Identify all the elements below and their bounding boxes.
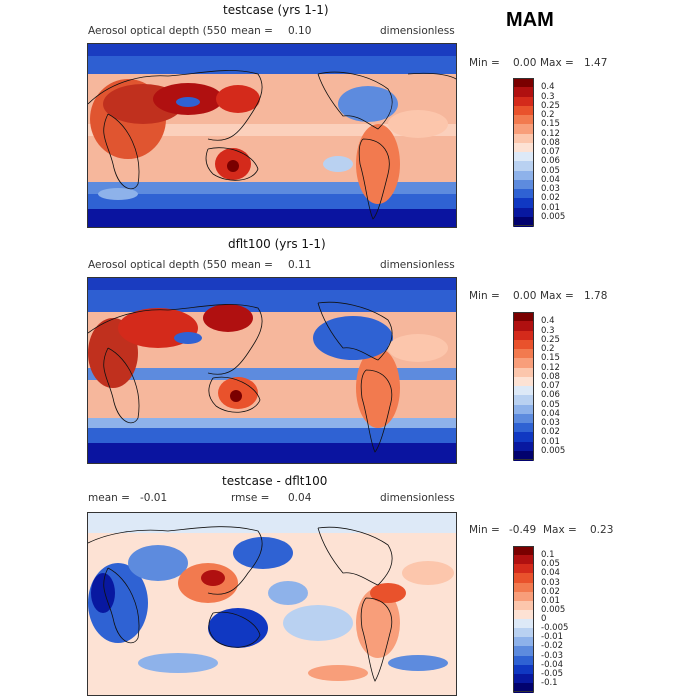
panel3-mean-label: mean = [88, 492, 130, 504]
colorbar-tick-label: -0.05 [541, 668, 563, 679]
panel3-map [87, 512, 457, 696]
panel2-max-label: Max = [540, 290, 574, 302]
panel2-map-field [88, 278, 456, 463]
colorbar-tick-label: 0.25 [541, 334, 560, 345]
colorbar-tick-label: 0.3 [541, 91, 555, 102]
panel3-max-label: Max = [543, 524, 577, 536]
panel1-map [87, 43, 457, 228]
panel1-mean-value: 0.10 [288, 25, 312, 37]
colorbar-tick-label: 0.02 [541, 193, 560, 204]
colorbar-tick-label: 0.25 [541, 100, 560, 111]
colorbar-tick-label: 0.1 [541, 550, 555, 561]
panel1-colorbar: 0.4 0.3 0.25 0.2 0.15 0.12 0.08 0.07 0.06 0.05 0.0… [513, 78, 583, 227]
colorbar-tick-label: 0.05 [541, 165, 560, 176]
colorbar-tick-label: 0.02 [541, 427, 560, 438]
panel2-colorbar: 0.4 0.3 0.25 0.2 0.15 0.12 0.08 0.07 0.06 0.05 0.0… [513, 312, 583, 461]
colorbar-tick-label: 0.03 [541, 577, 560, 588]
panel3-title: testcase - dflt100 [222, 474, 328, 488]
colorbar-tick-label: 0.06 [541, 156, 560, 167]
panel1-min-label: Min = [469, 57, 500, 69]
colorbar-tick-label: 0.08 [541, 137, 560, 148]
colorbar-tick-label: -0.04 [541, 659, 563, 670]
colorbar-frame [513, 312, 534, 460]
panel3-colorbar: 0.1 0.05 0.04 0.03 0.02 0.01 0.005 0 -0.005 -0.01… [513, 546, 583, 693]
panel2-title: dflt100 (yrs 1-1) [228, 237, 326, 251]
colorbar-tick-label: -0.01 [541, 632, 563, 643]
panel3-mean-value: -0.01 [140, 492, 168, 504]
panel1-max-value: 1.47 [584, 57, 608, 69]
panel2-field-label: Aerosol optical depth (550 nm) [88, 259, 252, 271]
colorbar-frame [513, 546, 534, 692]
colorbar-tick-label: 0.01 [541, 436, 560, 447]
colorbar-tick-label: 0.05 [541, 559, 560, 570]
colorbar-tick-label: 0.07 [541, 147, 560, 157]
colorbar-frame [513, 78, 534, 226]
colorbar-tick-label: -0.1 [541, 677, 558, 688]
panel3-rmse-value: 0.04 [288, 492, 312, 504]
panel3-rmse-label: rmse = [231, 492, 270, 504]
colorbar-tick-label: 0.2 [541, 344, 555, 354]
colorbar-tick-label: 0.04 [541, 408, 560, 419]
panel3-units: dimensionless [380, 492, 455, 504]
panel1-min-value: 0.00 [513, 57, 537, 69]
colorbar-tick-label: 0.06 [541, 390, 560, 401]
colorbar-tick-label: 0.02 [541, 586, 560, 597]
colorbar-tick-label: 0.4 [541, 316, 555, 327]
panel2-units: dimensionless [380, 259, 455, 271]
panel1-units: dimensionless [380, 25, 455, 37]
panel2-min-value: 0.00 [513, 290, 537, 302]
panel3-min-label: Min = [469, 524, 500, 536]
colorbar-tick-label: 0.03 [541, 418, 560, 428]
colorbar-tick-label: 0.12 [541, 128, 560, 139]
colorbar-tick-label: 0.005 [541, 604, 566, 615]
colorbar-tick-label: 0.3 [541, 325, 555, 336]
colorbar-tick-label: -0.03 [541, 650, 563, 661]
colorbar-tick-label: 0.4 [541, 82, 555, 93]
colorbar-tick-label: -0.005 [541, 623, 569, 634]
colorbar-tick-label: 0.05 [541, 399, 560, 410]
colorbar-tick-label: 0.2 [541, 110, 555, 120]
colorbar-tick-label: 0.07 [541, 381, 560, 391]
panel1-title: testcase (yrs 1-1) [223, 3, 329, 17]
colorbar-tick-label: 0.03 [541, 184, 560, 194]
colorbar-tick-label: 0 [541, 614, 547, 624]
panel1-mean-label: mean = [231, 25, 273, 37]
colorbar-tick-label: 0.15 [541, 119, 560, 130]
panel2-mean-value: 0.11 [288, 259, 312, 271]
colorbar-tick-label: 0.01 [541, 595, 560, 606]
panel3-map-field [88, 513, 456, 695]
colorbar-tick-label: 0.04 [541, 174, 560, 185]
panel1-max-label: Max = [540, 57, 574, 69]
colorbar-tick-label: 0.005 [541, 211, 566, 222]
colorbar-tick-label: 0.12 [541, 362, 560, 373]
panel3-max-value: 0.23 [590, 524, 614, 536]
panel2-min-label: Min = [469, 290, 500, 302]
panel2-mean-label: mean = [231, 259, 273, 271]
colorbar-tick-label: 0.15 [541, 353, 560, 364]
colorbar-tick-label: 0.08 [541, 371, 560, 382]
panel1-field-label: Aerosol optical depth (550 nm) [88, 25, 252, 37]
colorbar-tick-label: -0.02 [541, 641, 563, 652]
colorbar-tick-label: 0.04 [541, 568, 560, 579]
panel2-max-value: 1.78 [584, 290, 608, 302]
season-label: MAM [506, 9, 554, 31]
colorbar-tick-label: 0.005 [541, 445, 566, 456]
panel1-map-field [88, 44, 456, 227]
colorbar-tick-label: 0.01 [541, 202, 560, 213]
panel3-min-value: -0.49 [509, 524, 537, 536]
panel2-map [87, 277, 457, 464]
